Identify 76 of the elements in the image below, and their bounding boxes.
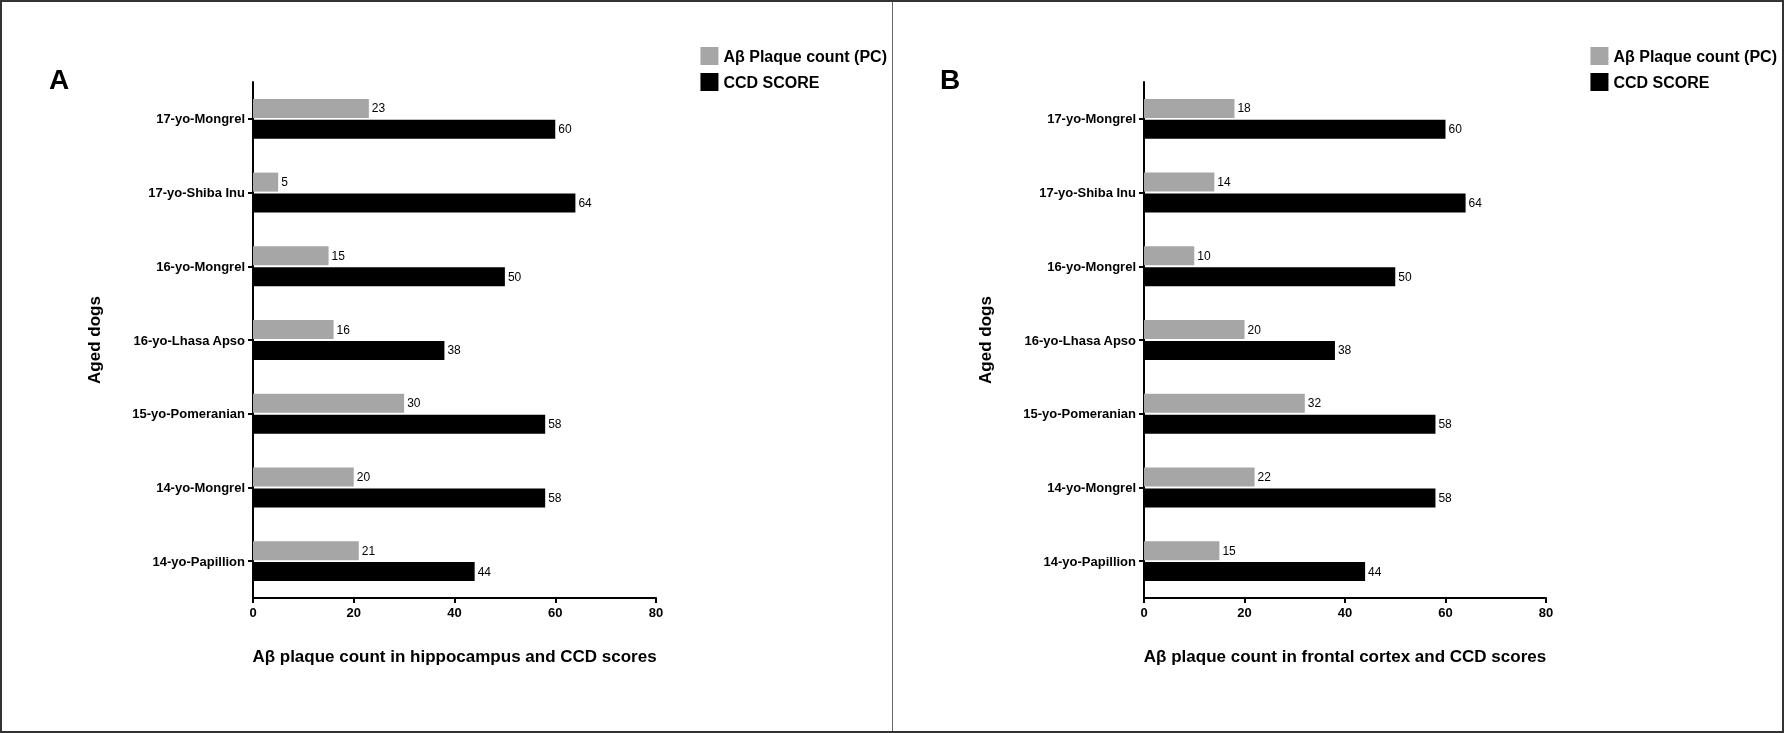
data-label: 15 — [1222, 543, 1237, 558]
bar — [253, 172, 279, 192]
data-label: 44 — [1368, 564, 1382, 579]
data-label: 30 — [407, 396, 421, 411]
y-axis-title: Aged dogs — [85, 296, 104, 384]
y-tick-label: 14-yo-Papillion — [1043, 553, 1137, 569]
bar — [1144, 172, 1215, 192]
data-label: 15 — [331, 248, 346, 263]
x-axis-title: Aβ plaque count in frontal cortex and CCD scores — [1143, 647, 1547, 666]
data-label: 20 — [1247, 322, 1262, 337]
x-tick-label: 40 — [1337, 605, 1353, 620]
data-label: 64 — [1468, 196, 1483, 211]
y-tick-label: 14-yo-Papillion — [152, 553, 246, 569]
data-label: 50 — [507, 269, 522, 284]
y-tick-label: 17-yo-Shiba Inu — [148, 185, 246, 201]
bar — [253, 541, 359, 561]
bar — [1144, 320, 1245, 340]
bar — [1144, 467, 1255, 487]
bar — [253, 320, 334, 340]
data-label: 23 — [371, 101, 386, 116]
legend-label: CCD SCORE — [1613, 73, 1710, 91]
y-tick-label: 16-yo-Lhasa Apso — [133, 332, 246, 348]
y-tick-label: 17-yo-Mongrel — [1047, 111, 1136, 127]
data-label: 50 — [1398, 269, 1412, 284]
data-label: 18 — [1237, 101, 1252, 116]
bar — [253, 393, 405, 413]
data-label: 20 — [356, 469, 371, 484]
y-tick-label: 16-yo-Mongrel — [1047, 258, 1136, 274]
data-label: 22 — [1257, 469, 1272, 484]
x-tick-label: 0 — [1140, 605, 1148, 620]
y-tick-label: 14-yo-Mongrel — [156, 479, 245, 495]
x-tick-label: 40 — [447, 605, 462, 620]
y-tick-label: 16-yo-Mongrel — [156, 258, 245, 274]
data-label: 38 — [1337, 343, 1352, 358]
bar — [253, 246, 329, 266]
y-tick-label: 16-yo-Lhasa Apso — [1024, 332, 1137, 348]
y-tick-label: 17-yo-Mongrel — [156, 111, 245, 127]
data-label: 58 — [548, 417, 562, 432]
bar — [1144, 246, 1195, 266]
chart-title: A — [49, 63, 70, 95]
x-tick-label: 20 — [346, 605, 361, 620]
y-tick-label: 14-yo-Mongrel — [1047, 479, 1136, 495]
data-label: 58 — [1438, 490, 1453, 505]
x-tick-label: 80 — [1538, 605, 1554, 620]
y-tick-label: 15-yo-Pomeranian — [1023, 406, 1137, 422]
x-tick-label: 60 — [548, 605, 563, 620]
legend-label: CCD SCORE — [723, 73, 820, 91]
data-label: 32 — [1307, 396, 1322, 411]
legend-label: Aβ Plaque count (PC) — [723, 47, 887, 65]
x-axis-title: Aβ plaque count in hippocampus and CCD scores — [252, 647, 657, 666]
bar — [253, 98, 369, 118]
y-tick-label: 17-yo-Shiba Inu — [1039, 185, 1137, 201]
data-label: 16 — [336, 322, 351, 337]
bar — [1144, 541, 1220, 561]
x-tick-label: 80 — [648, 605, 664, 620]
chart-title: B — [940, 63, 961, 95]
x-tick-label: 60 — [1438, 605, 1453, 620]
data-label: 60 — [1448, 122, 1463, 137]
data-label: 60 — [558, 122, 572, 137]
data-label: 58 — [1438, 417, 1453, 432]
data-label: 5 — [281, 175, 289, 190]
y-tick-label: 15-yo-Pomeranian — [132, 406, 246, 422]
data-label: 44 — [477, 564, 492, 579]
bar — [253, 467, 354, 487]
data-label: 21 — [361, 543, 376, 558]
legend-label: Aβ Plaque count (PC) — [1613, 47, 1777, 65]
data-label: 14 — [1217, 175, 1232, 190]
bar — [1144, 393, 1305, 413]
data-label: 10 — [1197, 248, 1211, 263]
data-label: 38 — [447, 343, 462, 358]
data-label: 64 — [578, 196, 593, 211]
data-label: 58 — [548, 490, 562, 505]
bar — [1144, 98, 1235, 118]
y-axis-title: Aged dogs — [976, 296, 995, 384]
x-tick-label: 20 — [1237, 605, 1252, 620]
x-tick-label: 0 — [249, 605, 257, 620]
